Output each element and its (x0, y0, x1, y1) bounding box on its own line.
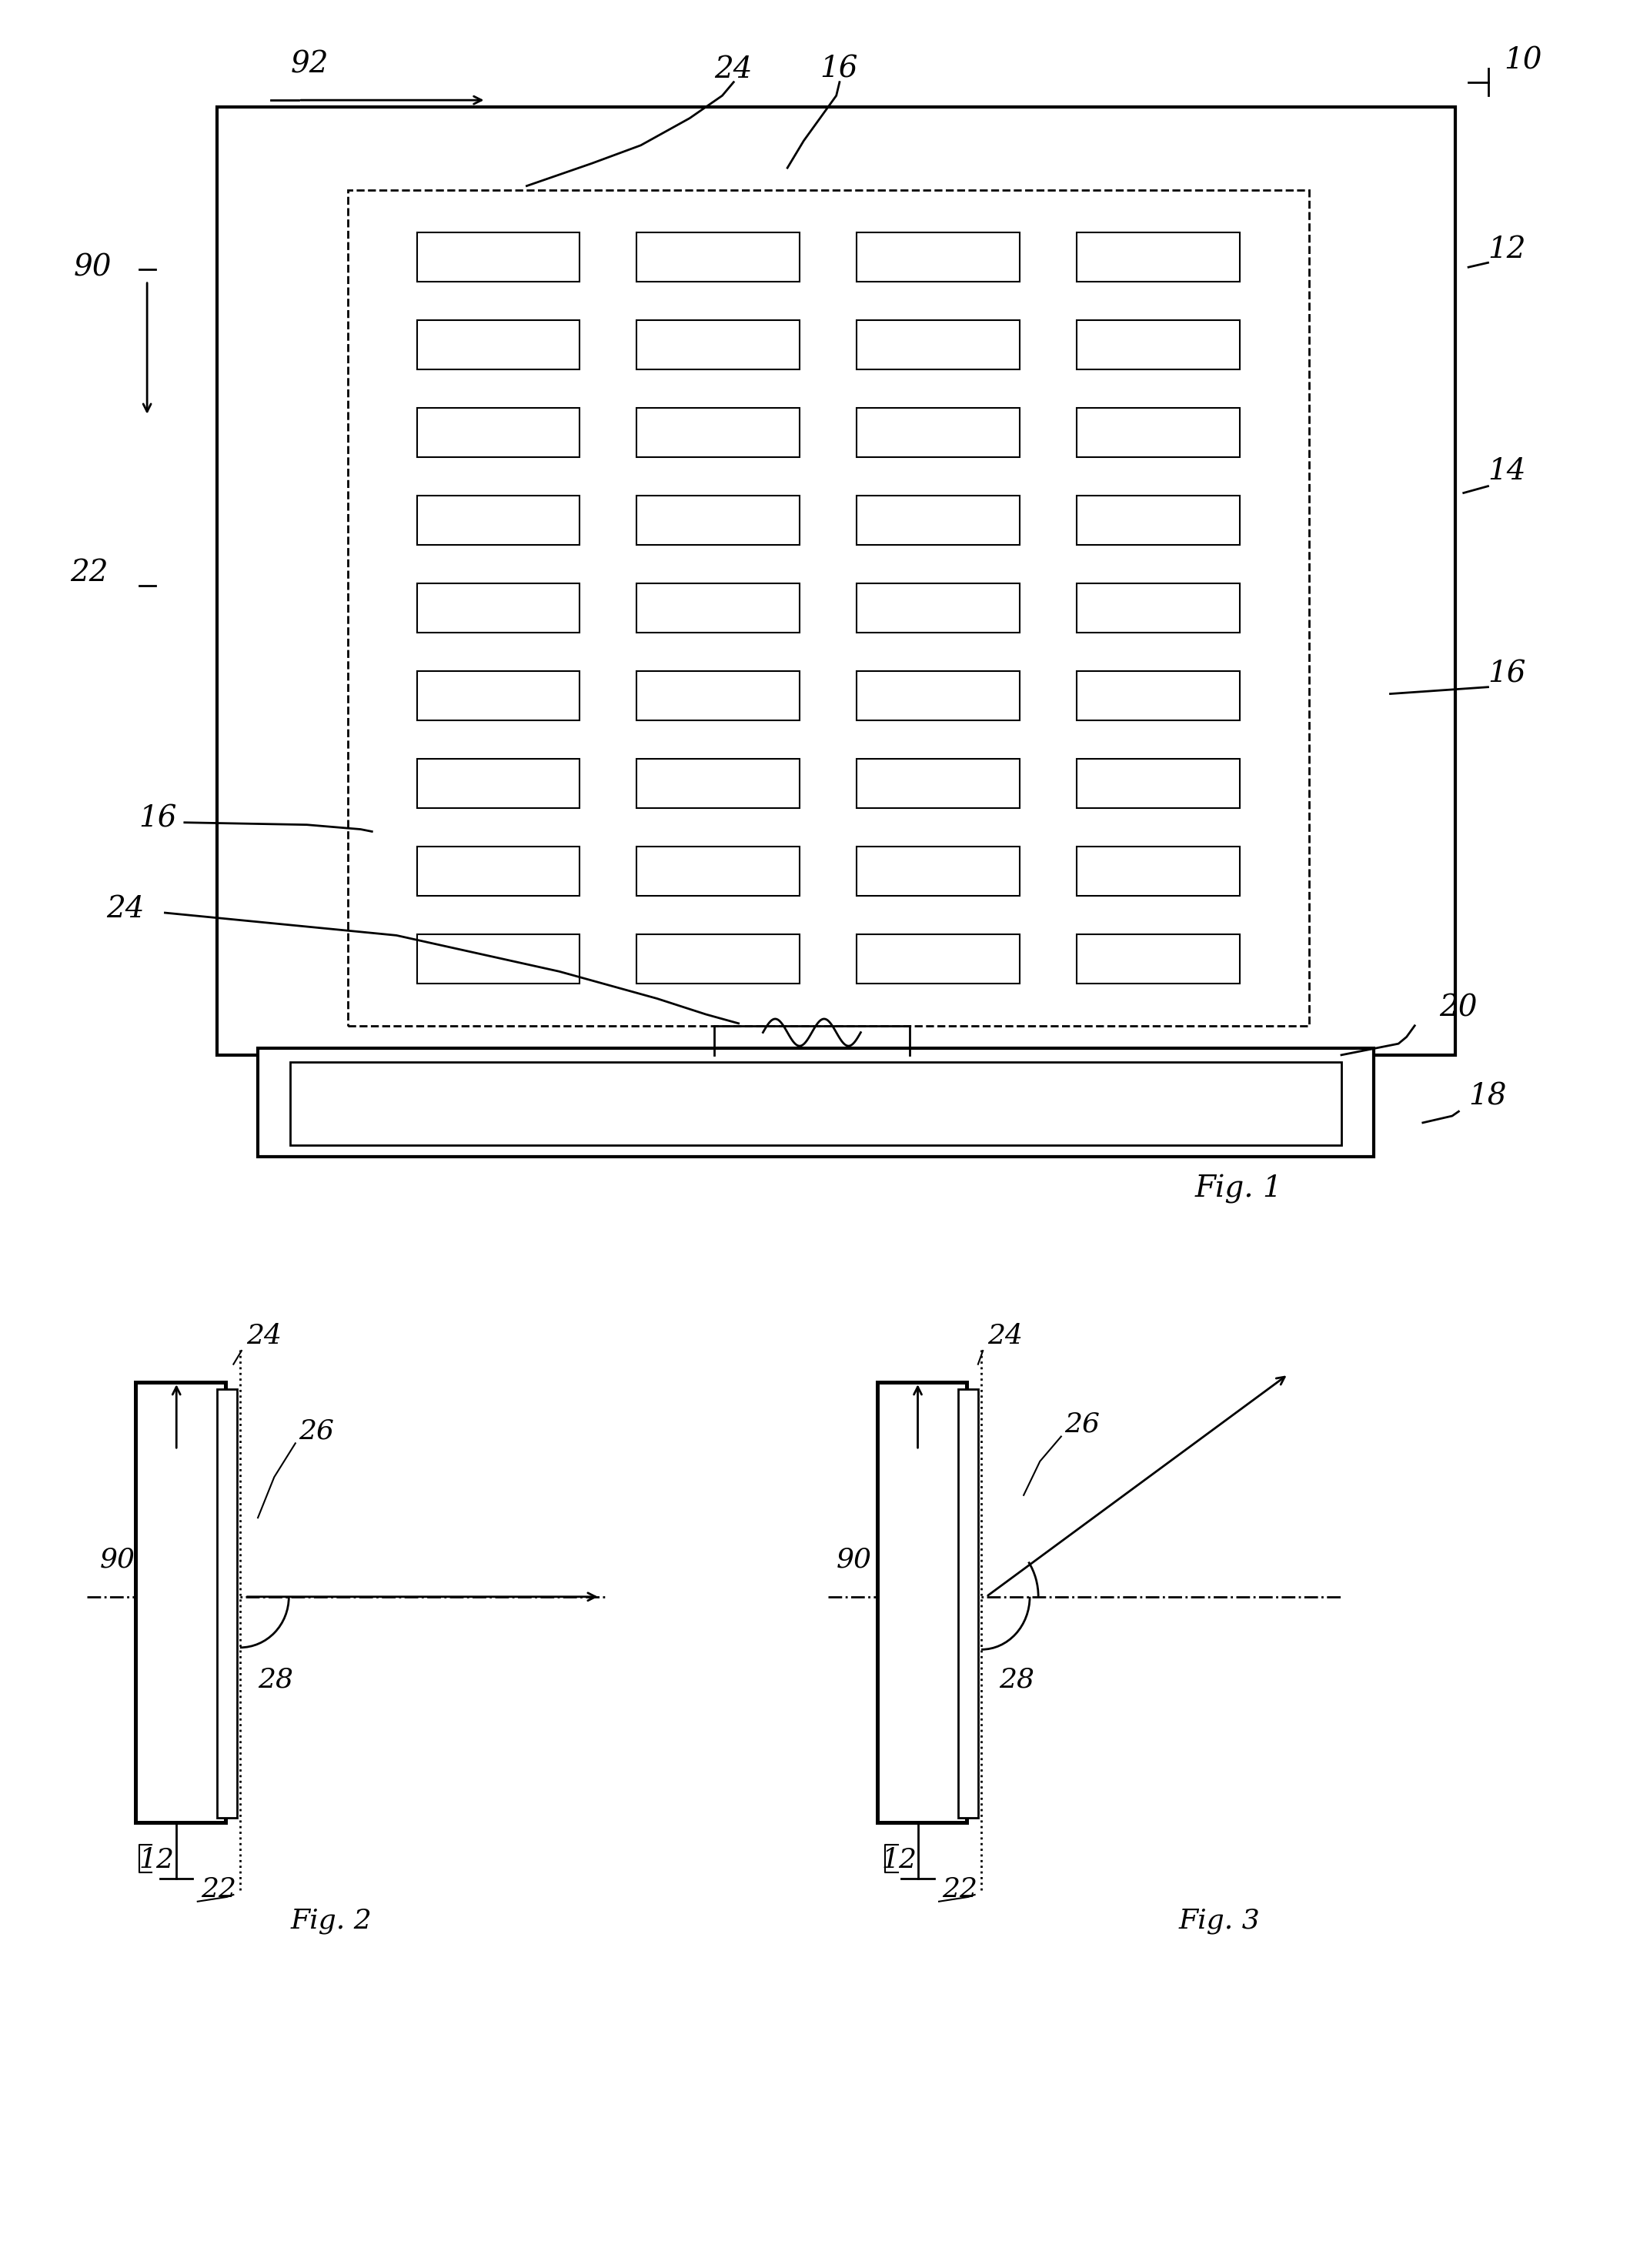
Bar (1077, 846, 1240, 896)
Text: 90: 90 (100, 1547, 134, 1572)
Bar (417, 408, 579, 458)
Text: 20: 20 (1440, 993, 1478, 1023)
Bar (1077, 408, 1240, 458)
Bar (417, 497, 579, 544)
Text: 10: 10 (1504, 45, 1542, 75)
Text: Fig. 3: Fig. 3 (1179, 1907, 1260, 1935)
Text: 24: 24 (107, 896, 144, 923)
Bar (856, 497, 1020, 544)
Bar (290, 1061, 1342, 1145)
Bar (856, 583, 1020, 633)
Text: 16: 16 (139, 805, 177, 832)
Text: 12: 12 (139, 1846, 174, 1873)
Text: 12: 12 (882, 1846, 917, 1873)
Bar (636, 320, 800, 370)
Bar (636, 231, 800, 281)
Bar (856, 760, 1020, 807)
Text: 16: 16 (1487, 660, 1527, 689)
Bar (417, 231, 579, 281)
Text: 28: 28 (257, 1667, 294, 1692)
Bar (856, 671, 1020, 721)
Bar (1077, 320, 1240, 370)
Bar (1077, 671, 1240, 721)
Bar (417, 671, 579, 721)
Bar (257, 1048, 1374, 1157)
Bar (417, 320, 579, 370)
Bar (417, 934, 579, 984)
Text: 24: 24 (987, 1322, 1023, 1349)
Bar (417, 760, 579, 807)
Text: 92: 92 (290, 50, 328, 79)
Text: 14: 14 (1487, 458, 1527, 485)
Bar (1077, 497, 1240, 544)
Bar (636, 760, 800, 807)
Text: 90: 90 (836, 1547, 872, 1572)
Bar (1077, 231, 1240, 281)
Bar (636, 671, 800, 721)
Text: Fig. 2: Fig. 2 (290, 1907, 372, 1935)
Text: 26: 26 (298, 1418, 335, 1445)
Bar (636, 934, 800, 984)
Bar (856, 934, 1020, 984)
Bar (856, 320, 1020, 370)
Bar (856, 231, 1020, 281)
Bar (877, 1381, 966, 1823)
Bar (216, 1388, 236, 1819)
Bar (636, 846, 800, 896)
Text: 18: 18 (1468, 1082, 1507, 1111)
Bar (348, 191, 1309, 1025)
Text: 16: 16 (820, 54, 858, 84)
Bar (1077, 934, 1240, 984)
Bar (636, 497, 800, 544)
Bar (417, 846, 579, 896)
Text: 90: 90 (74, 254, 112, 284)
Bar (636, 583, 800, 633)
Text: 28: 28 (999, 1667, 1035, 1692)
Text: 22: 22 (71, 558, 108, 587)
Text: Fig. 1: Fig. 1 (1196, 1175, 1282, 1204)
Bar (417, 583, 579, 633)
Text: 24: 24 (713, 54, 753, 84)
Text: 26: 26 (1064, 1411, 1100, 1438)
Bar (856, 846, 1020, 896)
Bar (958, 1388, 977, 1819)
Bar (636, 408, 800, 458)
Bar (1077, 760, 1240, 807)
Bar (856, 408, 1020, 458)
Text: 22: 22 (943, 1876, 977, 1903)
Bar (136, 1381, 225, 1823)
Bar (1077, 583, 1240, 633)
Text: 22: 22 (200, 1876, 236, 1903)
Text: 24: 24 (246, 1322, 282, 1349)
Text: 12: 12 (1487, 236, 1527, 265)
Bar (216, 107, 1455, 1055)
